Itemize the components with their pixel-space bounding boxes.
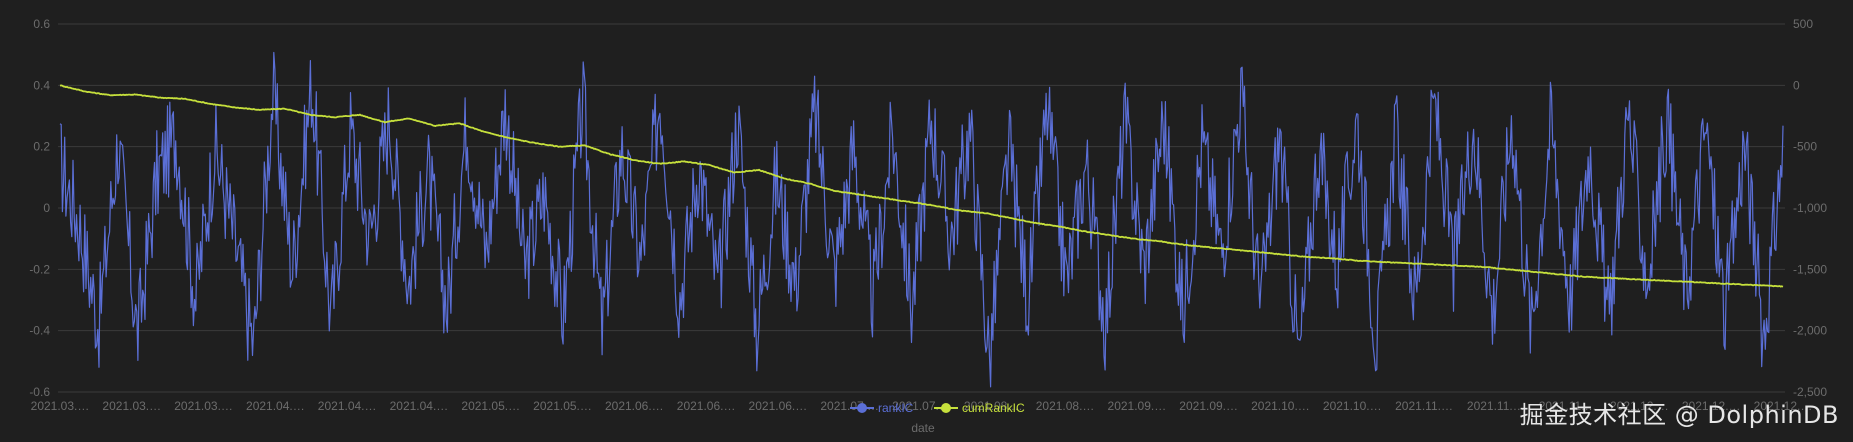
grid-lines [58, 23, 1785, 393]
x-tick-label: 2021.10.… [1251, 399, 1310, 413]
series-line-cumRankIC [59, 84, 1784, 288]
x-tick-label: 2021.09.… [1108, 399, 1167, 413]
x-tick-label: 2021.08.… [1036, 399, 1095, 413]
x-axis-title: date [911, 421, 935, 435]
y-left-tick-label: -0.2 [29, 262, 50, 276]
legend-item-rankIC[interactable]: rankIC [850, 401, 914, 415]
x-tick-label: 2021.12.… [1682, 399, 1741, 413]
x-tick-label: 2021.04.… [390, 399, 449, 413]
legend[interactable]: rankIC cumRankIC [850, 401, 1025, 415]
x-tick-label: 2021.06.… [749, 399, 808, 413]
x-tick-label: 2021.10.… [1323, 399, 1382, 413]
legend-label: rankIC [878, 401, 914, 415]
x-tick-label: 2021.06.… [677, 399, 736, 413]
x-tick-label: 2021.03.… [174, 399, 233, 413]
y-left-tick-label: 0.4 [33, 78, 50, 92]
y-right-tick-label: -1,000 [1793, 201, 1827, 215]
x-tick-label: 2021.12.… [1754, 399, 1813, 413]
y-left-tick-label: 0 [43, 201, 50, 215]
x-tick-label: 2021.03.… [102, 399, 161, 413]
y-right-tick-label: 500 [1793, 17, 1813, 31]
x-tick-label: 2021.07.… [892, 399, 951, 413]
legend-label: cumRankIC [962, 401, 1025, 415]
x-tick-label: 2021.08.… [964, 399, 1023, 413]
x-axis: 2021.03.… 2021.03.… 2021.03.… 2021.04.… 2021… [31, 399, 1813, 413]
y-left-tick-label: 0.6 [33, 17, 50, 31]
x-tick-label: 2021.11.… [1539, 399, 1597, 413]
x-tick-label: 2021.09.… [1179, 399, 1238, 413]
y-right-tick-label: -2,500 [1793, 385, 1827, 399]
x-tick-label: 2021.04.… [318, 399, 377, 413]
x-tick-label: 2021.07.… [820, 399, 879, 413]
y-left-tick-label: -0.4 [29, 324, 50, 338]
y-right-tick-label: -1,500 [1793, 262, 1827, 276]
watermark: 掘金技术社区 @ DolphinDB [1519, 401, 1839, 429]
legend-item-cumRankIC[interactable]: cumRankIC [934, 401, 1025, 415]
y-right-tick-label: -500 [1793, 140, 1817, 154]
x-tick-label: 2021.06.… [605, 399, 664, 413]
x-tick-label: 2021.11.… [1467, 399, 1525, 413]
legend-marker-icon [941, 403, 951, 413]
series-line-rankIC [59, 51, 1784, 388]
legend-marker-icon [857, 403, 867, 413]
x-tick-label: 2021.05.… [461, 399, 520, 413]
y-axis-left: 0.6 0.4 0.2 0 -0.2 -0.4 -0.6 [29, 17, 50, 399]
y-axis-right: 500 0 -500 -1,000 -1,500 -2,000 -2,500 [1793, 17, 1827, 399]
x-tick-label: 2021.12.… [1610, 399, 1669, 413]
series-group [59, 51, 1784, 388]
x-tick-label: 2021.05.… [533, 399, 592, 413]
y-left-tick-label: 0.2 [33, 140, 50, 154]
x-tick-label: 2021.04.… [246, 399, 305, 413]
y-right-tick-label: -2,000 [1793, 324, 1827, 338]
y-left-tick-label: -0.6 [29, 385, 50, 399]
x-tick-label: 2021.03.… [31, 399, 90, 413]
x-tick-label: 2021.11.… [1395, 399, 1453, 413]
y-right-tick-label: 0 [1793, 78, 1800, 92]
